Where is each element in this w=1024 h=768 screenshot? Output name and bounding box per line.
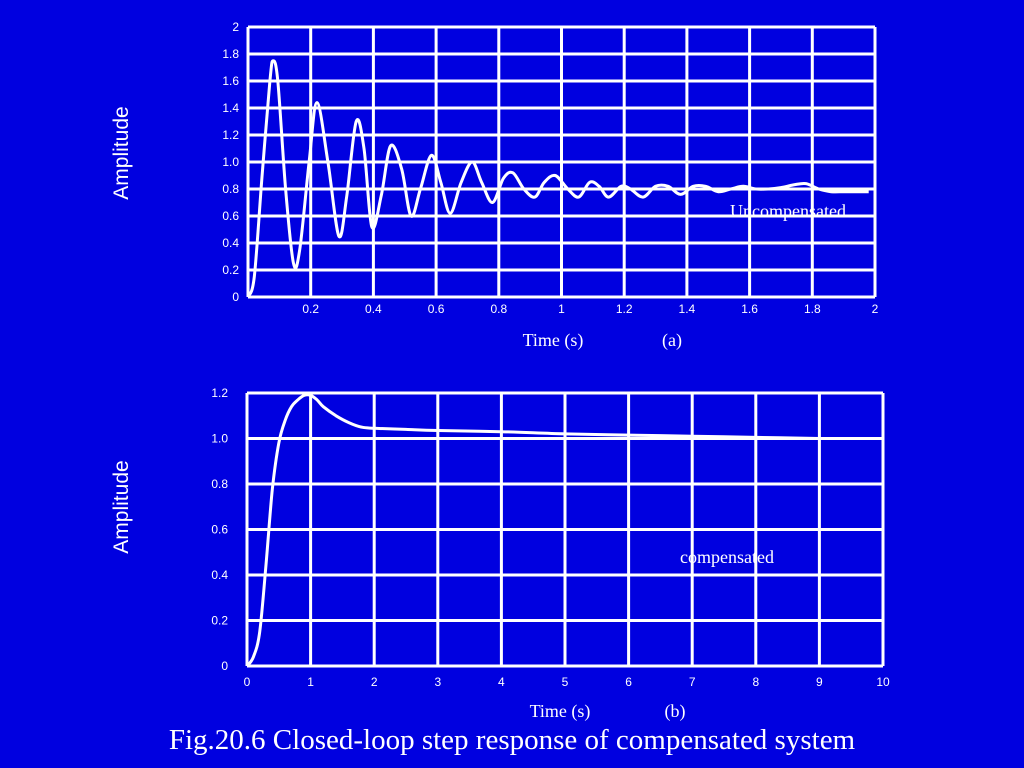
x-tick-label-a-8: 1.8 xyxy=(804,302,821,316)
x-tick-label-b-10: 10 xyxy=(876,675,890,689)
series-line-a-0 xyxy=(246,59,869,298)
y-tick-label-a-10: 2 xyxy=(232,20,239,34)
y-tick-label-b-0: 0 xyxy=(221,659,228,673)
y-tick-label-b-5: 1.0 xyxy=(211,432,228,446)
series-line-b-0 xyxy=(245,393,820,667)
y-tick-label-a-7: 1.4 xyxy=(222,101,239,115)
y-tick-label-a-2: 0.4 xyxy=(222,236,239,250)
x-tick-label-a-3: 0.8 xyxy=(490,302,507,316)
x-axis-label-a: Time (s) xyxy=(523,330,584,351)
x-tick-label-a-1: 0.4 xyxy=(365,302,382,316)
x-tick-label-b-7: 7 xyxy=(689,675,696,689)
y-tick-label-a-8: 1.6 xyxy=(222,74,239,88)
y-tick-label-a-6: 1.2 xyxy=(222,128,239,142)
x-tick-label-a-7: 1.6 xyxy=(741,302,758,316)
annotation-b: compensated xyxy=(680,547,774,567)
x-tick-label-b-5: 5 xyxy=(562,675,569,689)
y-tick-label-b-3: 0.6 xyxy=(211,523,228,537)
figure-caption: Fig.20.6 Closed-loop step response of co… xyxy=(168,724,856,756)
x-tick-label-b-0: 0 xyxy=(244,675,251,689)
x-tick-label-b-3: 3 xyxy=(434,675,441,689)
x-tick-label-a-9: 2 xyxy=(872,302,879,316)
y-tick-label-a-1: 0.2 xyxy=(222,263,239,277)
y-tick-label-b-4: 0.8 xyxy=(211,477,228,491)
x-tick-label-a-5: 1.2 xyxy=(616,302,633,316)
x-tick-label-b-6: 6 xyxy=(625,675,632,689)
y-tick-label-a-4: 0.8 xyxy=(222,182,239,196)
panel-label-b: (b) xyxy=(665,701,686,722)
x-tick-label-b-2: 2 xyxy=(371,675,378,689)
x-tick-label-b-1: 1 xyxy=(307,675,314,689)
annotation-a: Uncompensated xyxy=(730,201,846,221)
y-tick-label-b-1: 0.2 xyxy=(211,614,228,628)
x-tick-label-a-0: 0.2 xyxy=(302,302,319,316)
y-tick-label-a-5: 1.0 xyxy=(222,155,239,169)
y-tick-label-a-3: 0.6 xyxy=(222,209,239,223)
x-tick-label-b-8: 8 xyxy=(752,675,759,689)
x-tick-label-b-4: 4 xyxy=(498,675,505,689)
x-axis-label-b: Time (s) xyxy=(530,701,591,722)
x-tick-label-a-4: 1 xyxy=(558,302,565,316)
panel-label-a: (a) xyxy=(662,330,682,351)
y-axis-label-a: Amplitude xyxy=(110,106,133,199)
x-tick-label-a-2: 0.6 xyxy=(428,302,445,316)
y-tick-label-b-6: 1.2 xyxy=(211,386,228,400)
y-tick-label-a-9: 1.8 xyxy=(222,47,239,61)
x-tick-label-b-9: 9 xyxy=(816,675,823,689)
y-axis-label-b: Amplitude xyxy=(110,460,133,553)
x-tick-label-a-6: 1.4 xyxy=(679,302,696,316)
y-tick-label-a-0: 0 xyxy=(232,290,239,304)
y-tick-label-b-2: 0.4 xyxy=(211,568,228,582)
